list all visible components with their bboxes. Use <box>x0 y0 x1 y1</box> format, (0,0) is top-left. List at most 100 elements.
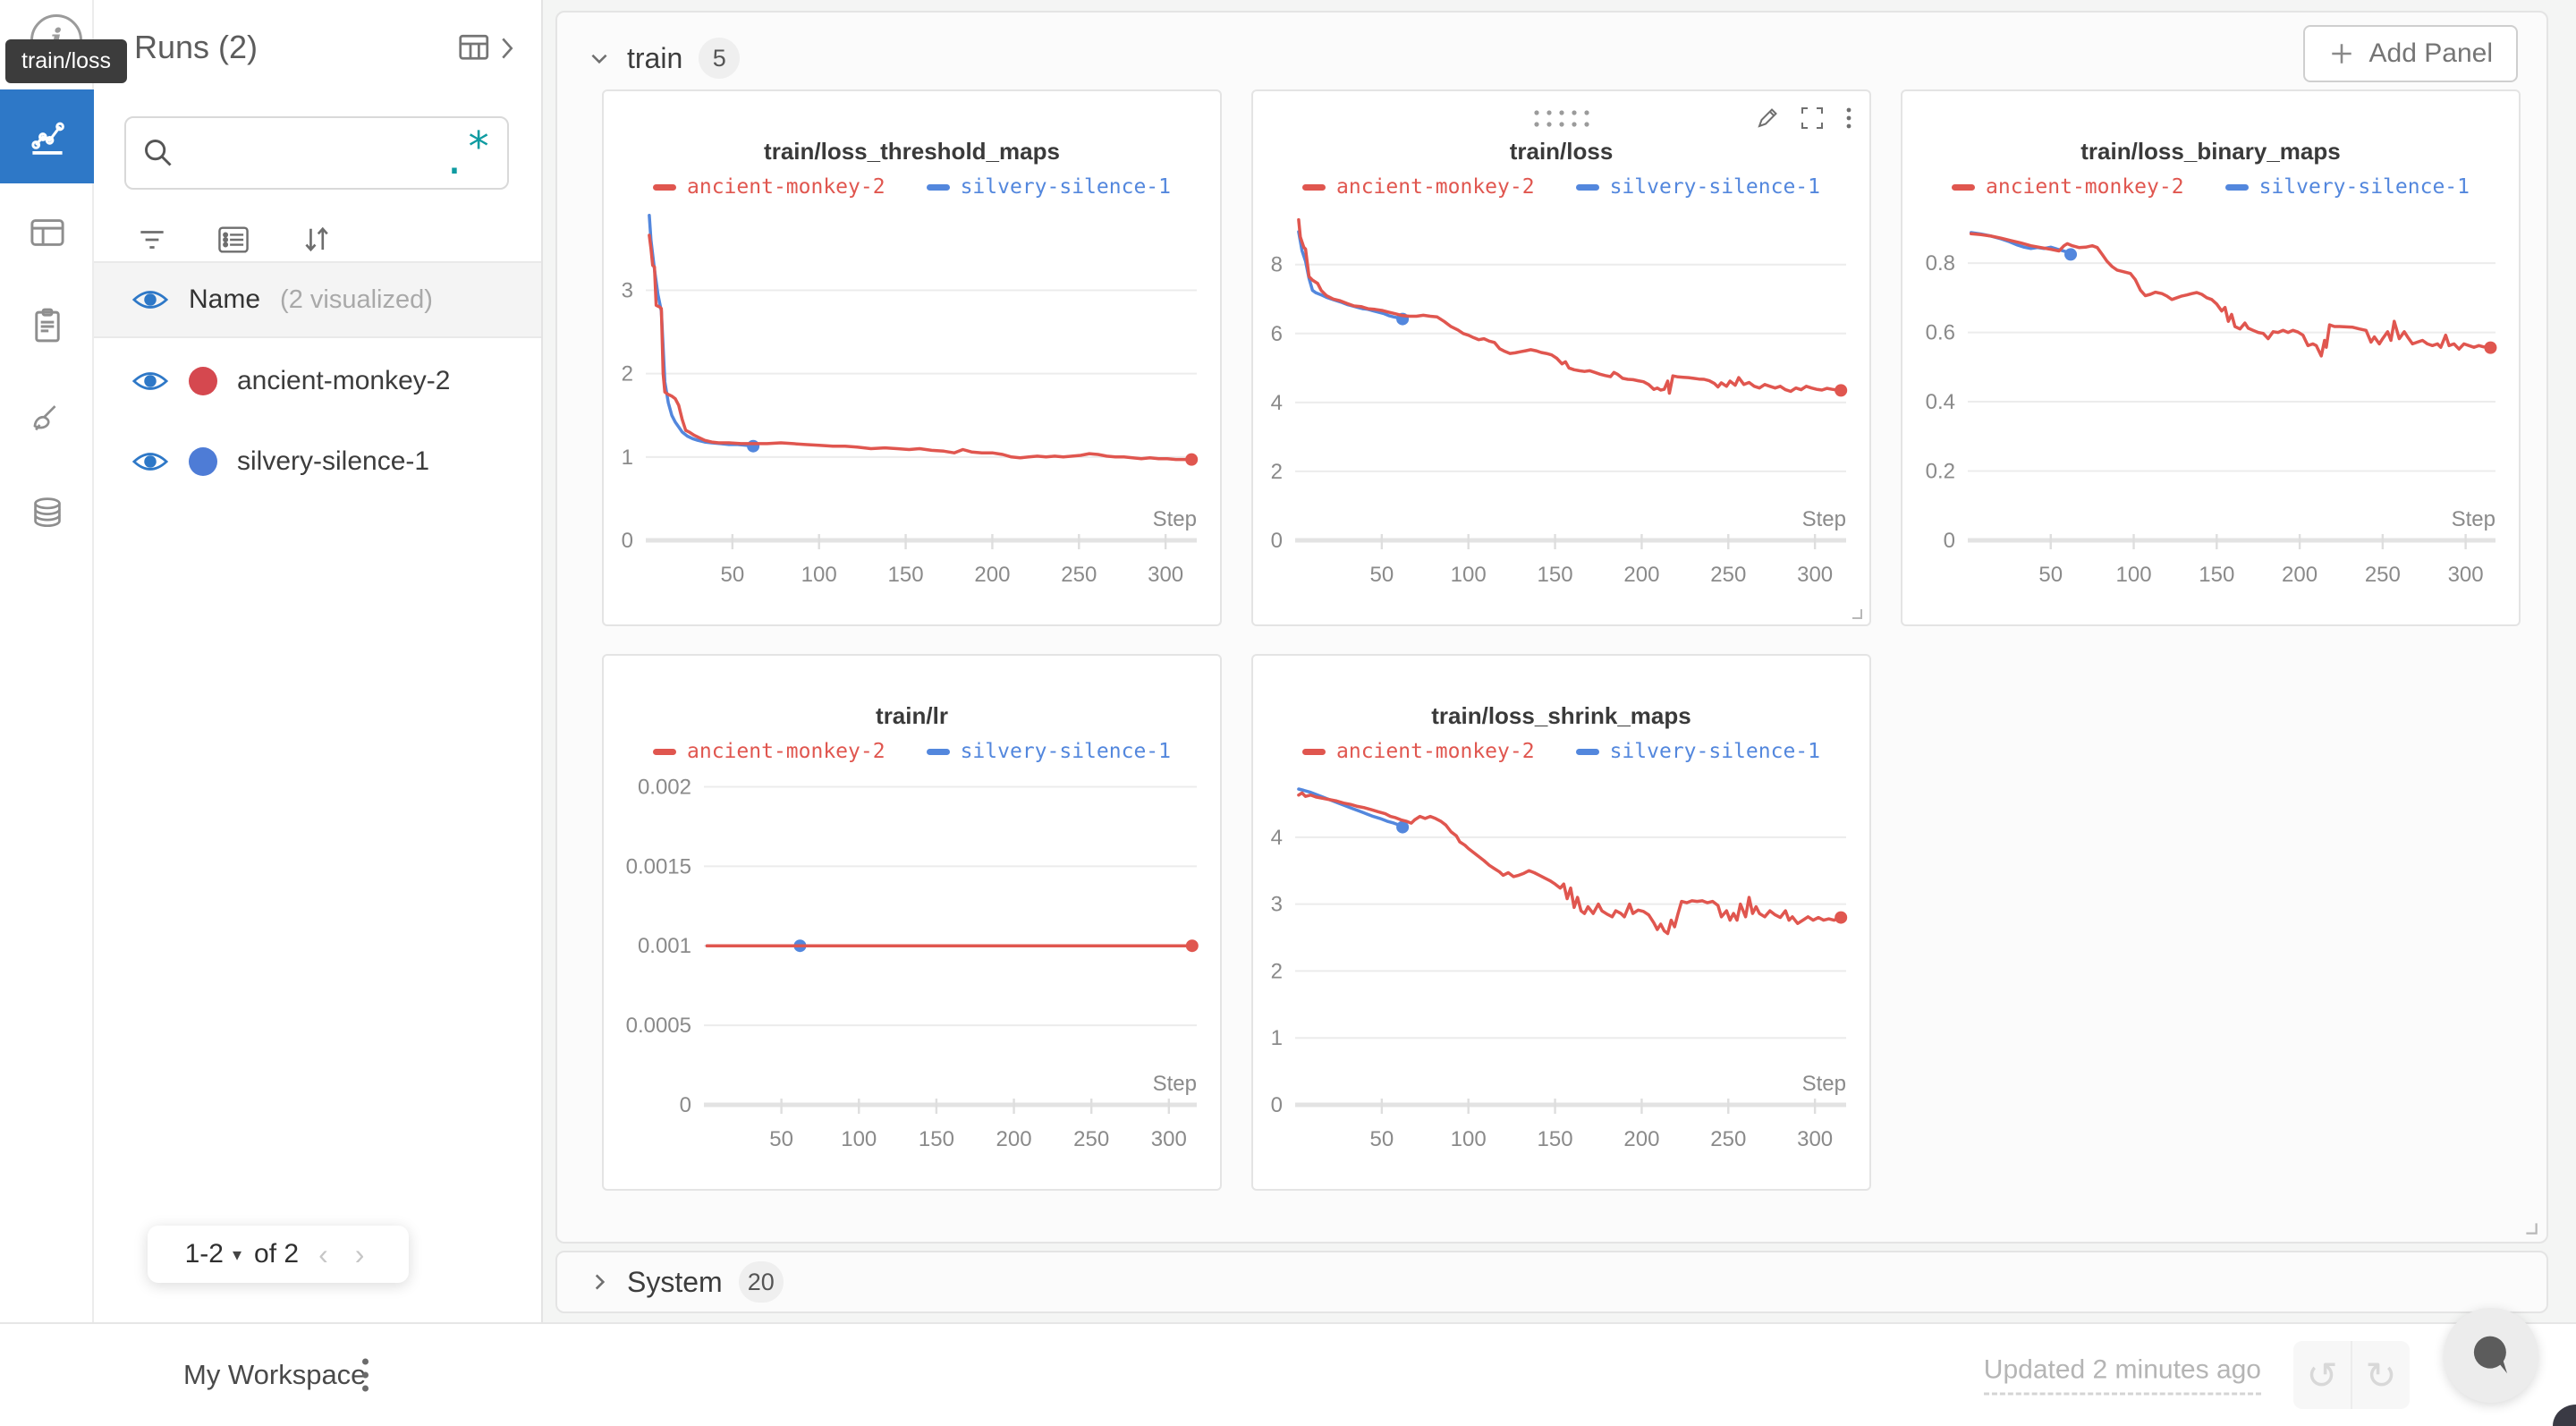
legend-run-name: silvery-silence-1 <box>2258 175 2470 199</box>
svg-text:4: 4 <box>1271 391 1283 415</box>
run-row-ancient-monkey-2[interactable]: ancient-monkey-2 <box>94 342 541 420</box>
svg-text:0.6: 0.6 <box>1926 321 1955 345</box>
resize-handle-icon[interactable] <box>2523 1220 2539 1236</box>
panel-actions <box>1755 106 1853 131</box>
legend-item[interactable]: ancient-monkey-2 <box>1302 740 1535 763</box>
svg-text:8: 8 <box>1271 253 1283 277</box>
legend-swatch <box>653 748 677 755</box>
regex-toggle-icon[interactable]: . * <box>442 122 491 183</box>
legend-item[interactable]: silvery-silence-1 <box>1575 175 1820 199</box>
svg-text:Step: Step <box>2452 507 2496 531</box>
legend-item[interactable]: silvery-silence-1 <box>2224 175 2470 199</box>
run-color-dot <box>189 447 217 476</box>
chart-title: train/loss_shrink_maps <box>1431 702 1691 729</box>
sidebar-item-charts[interactable] <box>0 89 94 183</box>
panel-card-train/lr[interactable]: train/lr ancient-monkey-2 silvery-silence-… <box>602 654 1222 1191</box>
chart-plot[interactable]: 0 1 2 3 50 100 150 200 250 300 Step <box>604 206 1220 617</box>
resize-handle-icon[interactable] <box>1850 607 1864 621</box>
visualized-count-label: (2 visualized) <box>280 284 433 314</box>
list-settings-icon[interactable] <box>216 223 251 257</box>
page-total: of 2 <box>254 1239 300 1269</box>
svg-text:2: 2 <box>1271 460 1283 484</box>
prev-page-icon[interactable]: ‹ <box>318 1237 328 1270</box>
svg-text:300: 300 <box>1151 1127 1187 1151</box>
panel-card-train/loss_shrink_maps[interactable]: train/loss_shrink_maps ancient-monkey-2 si… <box>1251 654 1871 1191</box>
legend-item[interactable]: ancient-monkey-2 <box>1302 175 1535 199</box>
runs-title: Runs (2) <box>134 29 258 65</box>
svg-text:100: 100 <box>841 1127 877 1151</box>
svg-text:150: 150 <box>1538 1127 1573 1151</box>
chart-title: train/loss_threshold_maps <box>764 138 1060 165</box>
svg-text:250: 250 <box>1710 1127 1746 1151</box>
chevron-down-icon <box>591 54 607 64</box>
svg-text:Step: Step <box>1153 507 1197 531</box>
page-range[interactable]: 1-2 <box>184 1239 224 1269</box>
svg-text:300: 300 <box>1148 563 1183 587</box>
svg-text:100: 100 <box>2116 563 2152 587</box>
sidebar-item-artifacts[interactable] <box>0 483 94 546</box>
eye-icon[interactable] <box>131 286 169 313</box>
panel-bank: train 5 Add Panel train/loss_threshold_m… <box>543 0 2576 1322</box>
eye-icon[interactable] <box>131 448 169 475</box>
filter-icon[interactable] <box>135 224 169 256</box>
workspace-menu-icon[interactable] <box>362 1358 369 1392</box>
svg-text:3: 3 <box>622 279 633 303</box>
workspace-title[interactable]: My Workspace <box>183 1359 367 1390</box>
fullscreen-icon[interactable] <box>1800 106 1825 131</box>
legend-run-name: ancient-monkey-2 <box>1336 740 1535 763</box>
legend-item[interactable]: silvery-silence-1 <box>926 740 1171 763</box>
run-name[interactable]: ancient-monkey-2 <box>237 366 451 395</box>
run-row-silvery-silence-1[interactable]: silvery-silence-1 <box>94 422 541 501</box>
add-panel-button[interactable]: Add Panel <box>2302 25 2518 82</box>
legend-item[interactable]: ancient-monkey-2 <box>1952 175 2184 199</box>
chevron-right-icon <box>595 1274 606 1290</box>
svg-text:50: 50 <box>2038 563 2063 587</box>
expand-runs-table-button[interactable] <box>457 30 516 66</box>
chart-plot[interactable]: 0 2 4 6 8 50 100 150 200 250 300 Step <box>1253 206 1869 617</box>
edit-panel-icon[interactable] <box>1755 106 1780 131</box>
chart-plot[interactable]: 0 0.2 0.4 0.6 0.8 50 100 150 200 250 300 Step <box>1902 206 2519 617</box>
caret-down-icon[interactable]: ▾ <box>232 1244 242 1265</box>
help-chat-button[interactable] <box>2444 1308 2538 1403</box>
eye-icon[interactable] <box>131 368 169 395</box>
redo-icon[interactable]: ↻ <box>2351 1341 2410 1409</box>
panel-card-train/loss_threshold_maps[interactable]: train/loss_threshold_maps ancient-monkey-… <box>602 89 1222 626</box>
svg-text:200: 200 <box>996 1127 1032 1151</box>
legend-swatch <box>1952 183 1976 191</box>
drag-handle-icon[interactable] <box>1530 106 1593 131</box>
legend-swatch <box>926 183 950 191</box>
panel-card-train/loss[interactable]: train/loss ancient-monkey-2 silvery-silenc… <box>1251 89 1871 626</box>
chart-plot[interactable]: 0 1 2 3 4 50 100 150 200 250 300 Step <box>1253 770 1869 1182</box>
legend-item[interactable]: silvery-silence-1 <box>1575 740 1820 763</box>
chart-plot[interactable]: 0 0.0005 0.001 0.0015 0.002 50 100 150 200 250 300… <box>604 770 1220 1182</box>
legend-item[interactable]: silvery-silence-1 <box>926 175 1171 199</box>
sort-icon[interactable] <box>298 222 334 258</box>
run-search[interactable]: . * <box>124 116 509 190</box>
sidebar-item-reports[interactable] <box>0 295 94 358</box>
svg-text:150: 150 <box>919 1127 954 1151</box>
svg-text:300: 300 <box>2448 563 2484 587</box>
panel-card-train/loss_binary_maps[interactable]: train/loss_binary_maps ancient-monkey-2 si… <box>1901 89 2521 626</box>
updated-status[interactable]: Updated 2 minutes ago <box>1983 1355 2261 1396</box>
legend-item[interactable]: ancient-monkey-2 <box>653 175 886 199</box>
sidebar-item-sweeps[interactable] <box>0 389 94 452</box>
table-icon <box>459 34 489 60</box>
run-name[interactable]: silvery-silence-1 <box>237 446 430 476</box>
svg-text:6: 6 <box>1271 322 1283 346</box>
section-train-header[interactable]: train 5 <box>588 38 741 79</box>
legend-item[interactable]: ancient-monkey-2 <box>653 740 886 763</box>
runs-column-header[interactable]: Name (2 visualized) <box>94 263 541 338</box>
section-system[interactable]: System 20 <box>555 1251 2548 1313</box>
svg-text:0: 0 <box>1271 529 1283 553</box>
svg-text:0: 0 <box>1944 529 1955 553</box>
panel-menu-icon[interactable] <box>1844 106 1853 131</box>
search-input[interactable] <box>189 139 428 167</box>
legend-swatch <box>1302 183 1326 191</box>
sidebar-item-panels[interactable] <box>0 201 94 264</box>
section-count-badge: 5 <box>699 38 741 79</box>
svg-text:1: 1 <box>1271 1026 1283 1050</box>
line-chart-icon <box>30 122 64 155</box>
next-page-icon[interactable]: › <box>354 1237 365 1270</box>
undo-icon[interactable]: ↺ <box>2306 1353 2338 1397</box>
svg-text:0.8: 0.8 <box>1926 251 1955 276</box>
